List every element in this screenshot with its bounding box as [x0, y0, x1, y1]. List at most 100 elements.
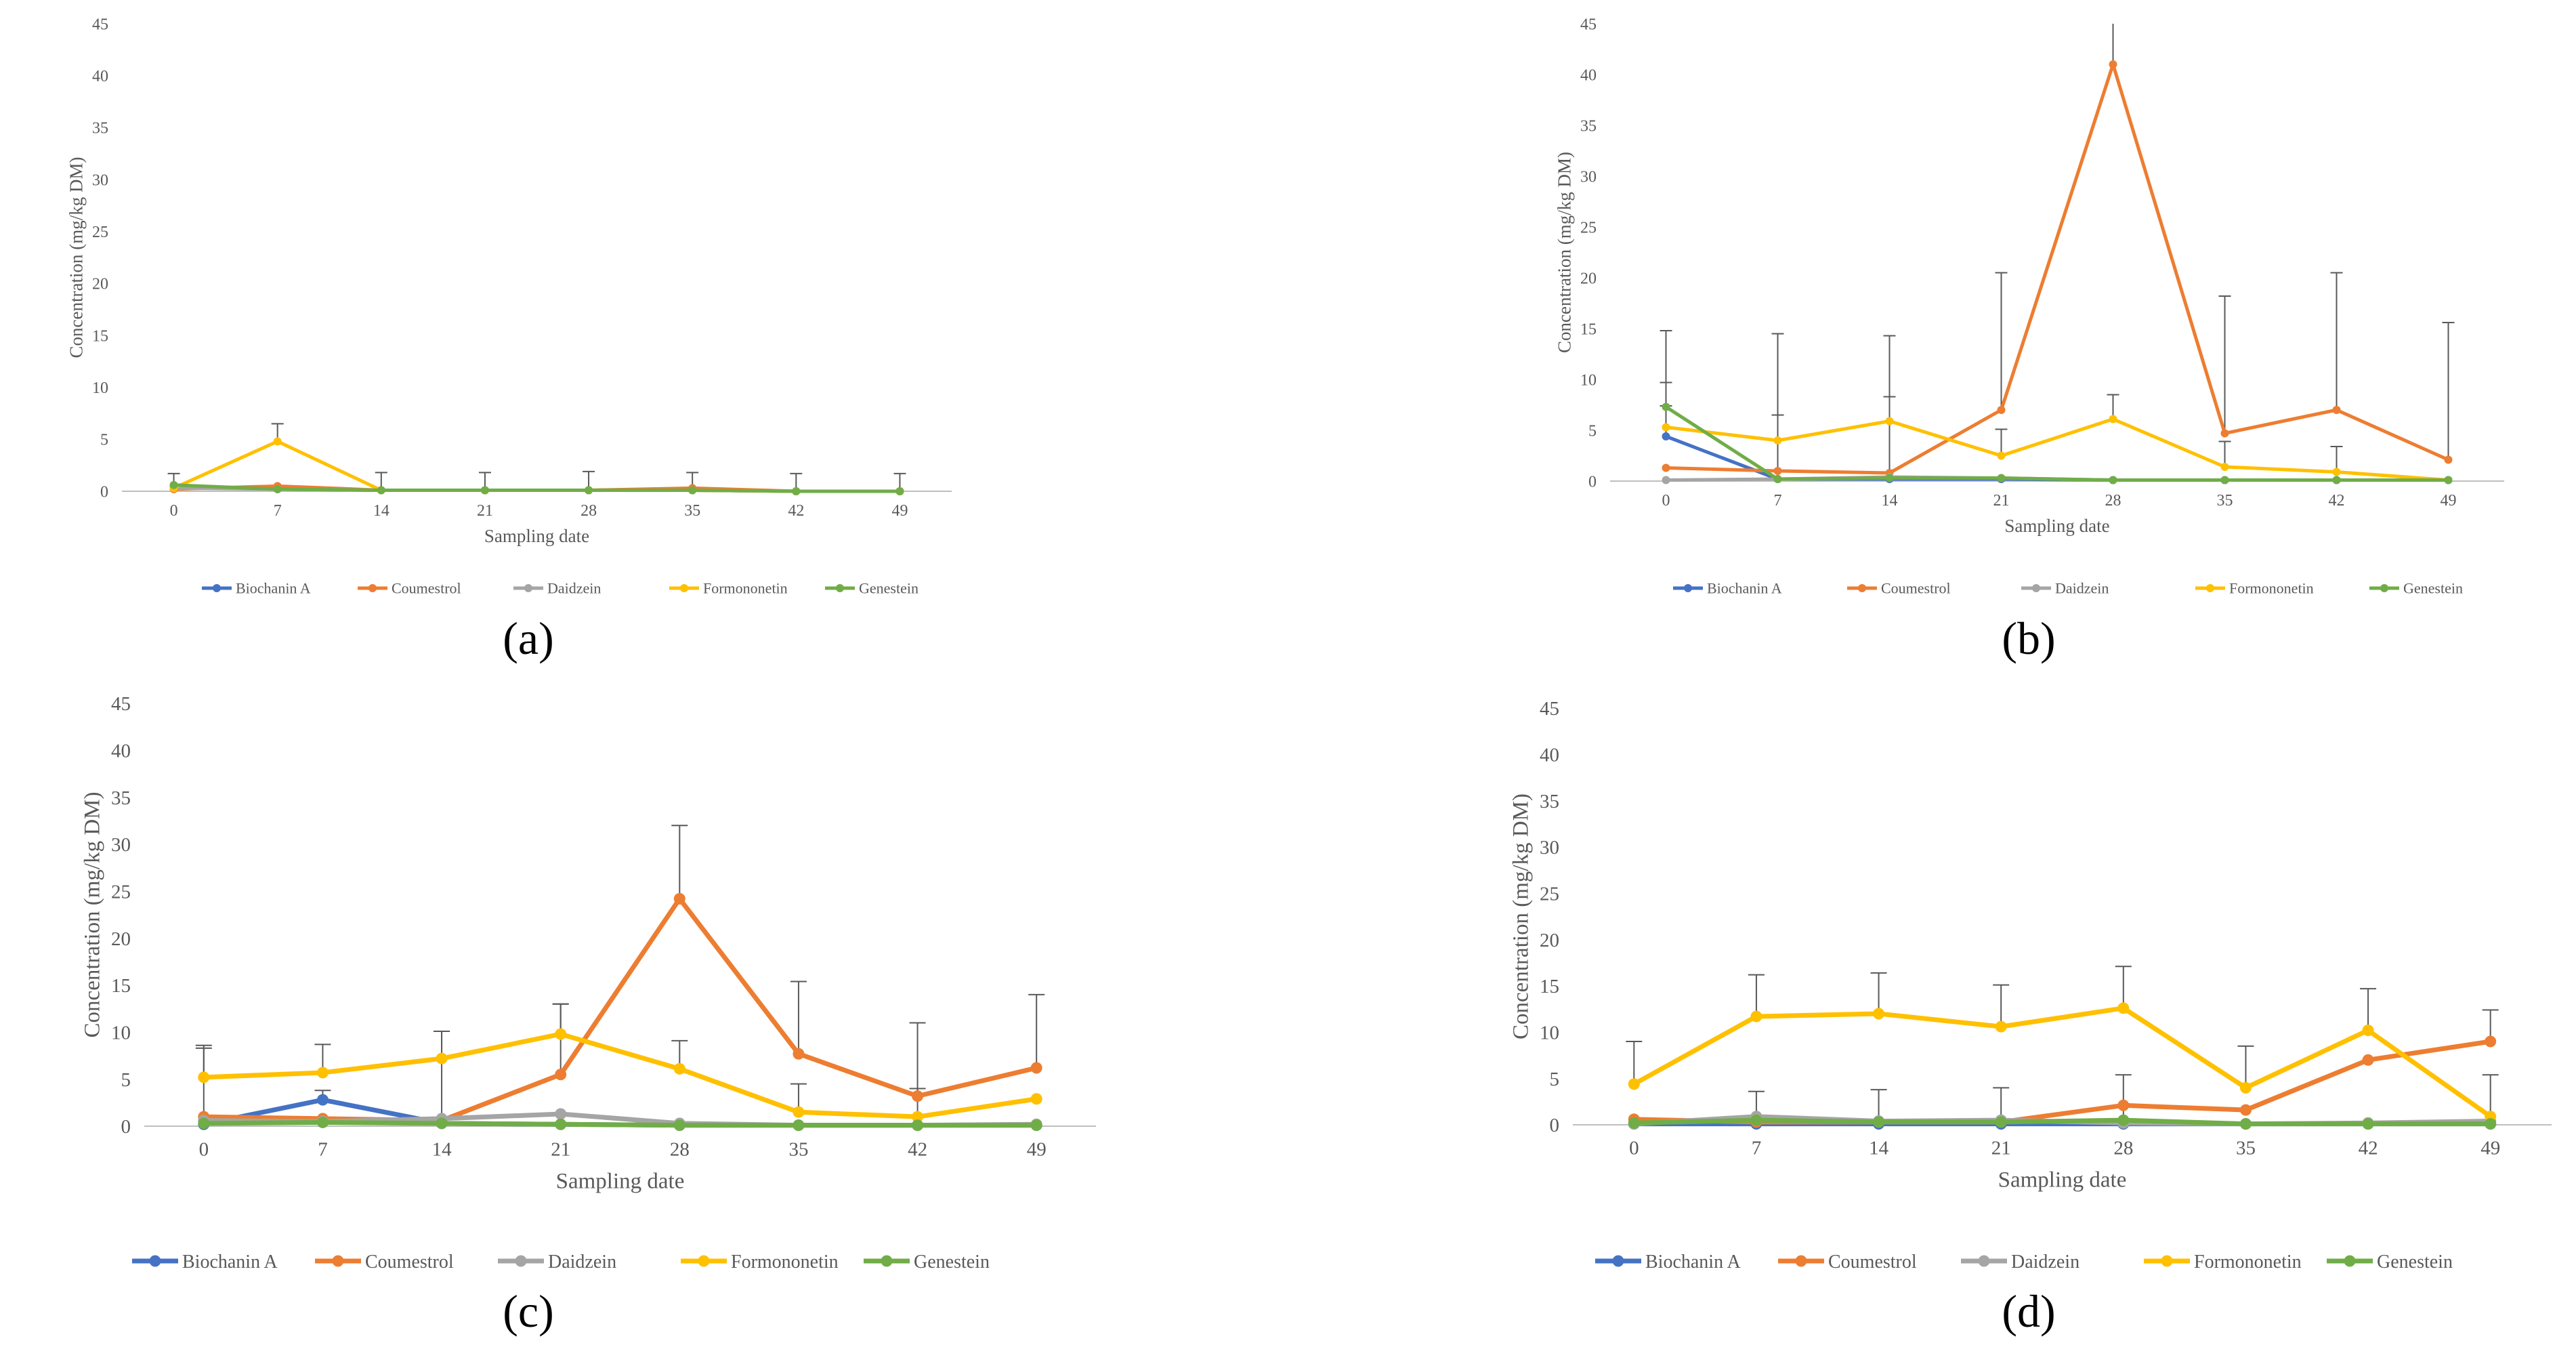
legend-swatch-marker [213, 584, 221, 592]
y-tick-label: 25 [1580, 219, 1597, 236]
x-tick-label: 35 [2217, 492, 2233, 510]
y-tick-label: 20 [111, 928, 131, 950]
y-tick-label: 5 [1588, 422, 1597, 440]
x-tick-label: 7 [274, 502, 282, 520]
data-point [792, 487, 801, 495]
data-point [2362, 1054, 2374, 1066]
series-line-coumestrol [203, 896, 1037, 1123]
data-point [895, 487, 904, 495]
data-point [273, 484, 282, 493]
legend-swatch-marker [1684, 584, 1692, 592]
y-tick-label: 0 [100, 483, 108, 501]
legend-entry: Coumestrol [365, 1252, 454, 1273]
series-line-formononetin [203, 1031, 1037, 1119]
data-point [1030, 1062, 1042, 1074]
y-tick-label: 10 [1540, 1022, 1559, 1043]
legend-swatch-marker [2032, 584, 2040, 592]
data-point [2117, 1114, 2130, 1126]
x-tick-label: 42 [788, 502, 804, 520]
y-tick-label: 5 [1550, 1069, 1560, 1090]
x-tick-label: 49 [1027, 1139, 1047, 1161]
data-point [1773, 475, 1782, 483]
y-tick-label: 25 [1540, 883, 1559, 905]
x-tick-label: 21 [1991, 1138, 2011, 1159]
data-point [555, 1028, 567, 1040]
x-tick-label: 28 [580, 502, 597, 520]
x-tick-label: 49 [2441, 492, 2457, 510]
y-tick-label: 45 [1540, 698, 1559, 720]
y-tick-label: 20 [92, 276, 108, 293]
data-point [2239, 1118, 2252, 1130]
x-tick-label: 0 [1629, 1138, 1639, 1159]
series-line-formononetin [173, 439, 900, 493]
data-point [1628, 1117, 1640, 1129]
data-point [555, 1108, 567, 1120]
y-tick-label: 10 [1580, 371, 1597, 389]
data-point [2485, 1118, 2497, 1130]
chart-panel-3: 0 5 10 15 20 25 30 35 40 45 0 7 14 21 28 35 42 49 Sampling… [81, 693, 1096, 1337]
x-tick-label: 21 [551, 1139, 570, 1161]
data-point [2485, 1035, 2497, 1048]
legend-entry: Genestein [2403, 580, 2463, 597]
y-axis-label: Concentration (mg/kg DM) [81, 792, 105, 1038]
data-point [1773, 467, 1782, 475]
data-point [793, 1119, 805, 1132]
data-point [2109, 60, 2117, 68]
data-point [673, 892, 685, 905]
legend-entry: Biochanin A [182, 1252, 278, 1273]
legend-entry: Daidzein [547, 580, 601, 597]
legend-swatch-marker [2161, 1255, 2173, 1267]
legend-entry: Coumestrol [392, 580, 461, 597]
legend-entry: Daidzein [2011, 1252, 2079, 1273]
x-tick-label: 28 [670, 1139, 690, 1161]
y-tick-label: 30 [1580, 168, 1597, 186]
y-tick-label: 45 [92, 16, 108, 33]
y-tick-label: 30 [1540, 837, 1559, 859]
x-tick-label: 14 [1882, 492, 1898, 510]
legend-swatch-marker [1978, 1255, 1990, 1267]
legend-entry: Genestein [914, 1252, 990, 1273]
y-tick-label: 25 [111, 881, 131, 903]
legend-swatch-marker [1612, 1255, 1624, 1267]
x-tick-label: 0 [199, 1139, 209, 1161]
y-tick-label: 45 [111, 693, 131, 715]
legend-entry: Daidzein [2055, 580, 2109, 597]
data-point [2220, 429, 2229, 438]
x-tick-label: 14 [373, 502, 389, 520]
data-point [1995, 1116, 2007, 1128]
data-point [316, 1094, 329, 1106]
data-point [2109, 415, 2117, 423]
y-tick-label: 5 [100, 432, 108, 449]
series-line-coumestrol [1666, 62, 2449, 475]
data-point [1628, 1078, 1640, 1090]
data-point [2362, 1118, 2374, 1130]
data-point [555, 1118, 567, 1130]
series-line-genestein [203, 1119, 1037, 1128]
y-tick-label: 30 [92, 171, 108, 189]
x-tick-label: 35 [788, 1139, 808, 1161]
y-tick-label: 15 [92, 327, 108, 345]
y-tick-label: 30 [111, 834, 131, 856]
data-point [1773, 436, 1782, 445]
data-point [1997, 451, 2006, 460]
y-axis-label: Concentration (mg/kg DM) [1555, 152, 1575, 353]
data-point [198, 1071, 210, 1083]
y-axis-label: Concentration (mg/kg DM) [1509, 793, 1534, 1039]
data-point [555, 1069, 567, 1081]
x-axis-label: Sampling date [2004, 516, 2109, 536]
data-point [2444, 476, 2453, 484]
legend-entry: Formononetin [703, 580, 788, 597]
data-point [912, 1119, 924, 1132]
x-tick-label: 49 [891, 502, 908, 520]
data-point [912, 1111, 924, 1123]
data-point [169, 480, 178, 489]
legend-swatch-marker [2206, 584, 2214, 592]
y-tick-label: 35 [92, 120, 108, 138]
data-point [316, 1116, 329, 1128]
legend-swatch-marker [881, 1255, 893, 1267]
data-point [2332, 406, 2341, 414]
data-point [1662, 402, 1670, 411]
y-tick-label: 40 [92, 68, 108, 85]
x-tick-label: 49 [2480, 1138, 2500, 1159]
